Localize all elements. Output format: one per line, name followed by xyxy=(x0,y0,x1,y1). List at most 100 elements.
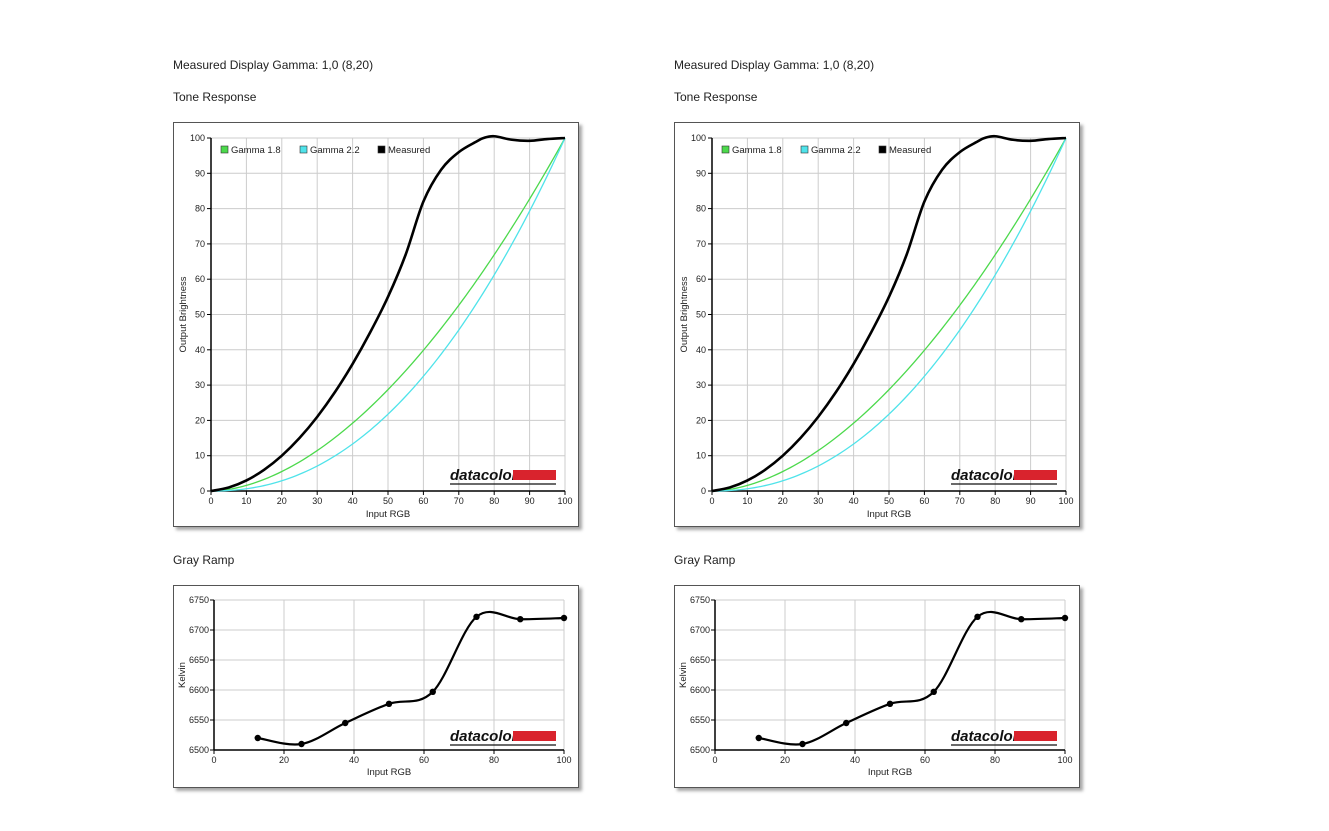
y-tick-label: 10 xyxy=(696,451,706,461)
logo-text: datacolor xyxy=(450,728,519,745)
y-tick-label: 50 xyxy=(195,310,205,320)
y-tick-label: 30 xyxy=(195,380,205,390)
x-tick-label: 100 xyxy=(556,755,571,765)
legend-swatch xyxy=(878,145,887,154)
gray-ramp-title: Gray Ramp xyxy=(674,553,736,567)
x-tick-label: 70 xyxy=(955,496,965,506)
y-tick-label: 6550 xyxy=(690,715,710,725)
y-tick-label: 100 xyxy=(190,133,205,143)
legend-label: Gamma 1.8 xyxy=(231,145,281,156)
legend-label: Measured xyxy=(388,145,430,156)
x-tick-label: 0 xyxy=(709,496,714,506)
data-point xyxy=(254,734,261,742)
y-axis-label: Kelvin xyxy=(678,662,689,688)
y-axis-label: Output Brightness xyxy=(679,276,690,352)
legend-label: Measured xyxy=(889,145,931,156)
y-tick-label: 6750 xyxy=(189,595,209,605)
data-point xyxy=(1018,616,1025,623)
x-tick-label: 100 xyxy=(1057,755,1072,765)
data-point xyxy=(930,688,937,695)
y-tick-label: 70 xyxy=(696,239,706,249)
datacolor-logo: datacolor xyxy=(450,728,556,746)
x-tick-label: 40 xyxy=(349,755,359,765)
x-axis-label: Input RGB xyxy=(867,509,911,520)
x-tick-label: 80 xyxy=(990,496,1000,506)
x-tick-label: 80 xyxy=(489,496,499,506)
x-tick-label: 20 xyxy=(778,496,788,506)
tone-response-title: Tone Response xyxy=(674,90,758,104)
y-tick-label: 40 xyxy=(696,345,706,355)
gray-ramp-chart: 0 20 40 60 80 100 6500 6550 6600 6650 6700 6750 Inpu… xyxy=(173,585,579,788)
y-tick-label: 10 xyxy=(195,451,205,461)
x-axis-label: Input RGB xyxy=(868,767,912,778)
x-tick-label: 90 xyxy=(1026,496,1036,506)
y-tick-label: 6600 xyxy=(690,685,710,695)
x-tick-label: 60 xyxy=(419,755,429,765)
tone-response-svg: 0 10 20 30 40 50 60 70 80 90 100 0 10 20 30 40 50 60 70 80 9… xyxy=(178,133,573,520)
x-tick-label: 20 xyxy=(780,755,790,765)
y-tick-label: 6750 xyxy=(690,595,710,605)
logo-red-bar xyxy=(513,470,556,480)
x-tick-label: 60 xyxy=(920,755,930,765)
gray-ramp-chart: 0 20 40 60 80 100 6500 6550 6600 6650 6700 6750 Inpu… xyxy=(674,585,1080,788)
y-tick-label: 20 xyxy=(696,415,706,425)
y-tick-label: 6600 xyxy=(189,685,209,695)
logo-red-bar xyxy=(513,731,556,741)
legend-label: Gamma 1.8 xyxy=(732,145,782,156)
x-tick-label: 30 xyxy=(312,496,322,506)
data-point xyxy=(799,740,806,748)
data-point xyxy=(560,614,568,622)
legend-swatch xyxy=(299,145,308,154)
x-tick-label: 100 xyxy=(1058,496,1073,506)
tone-response-chart: 0 10 20 30 40 50 60 70 80 90 100 0 10 20 30 40 50 60 70 80 9… xyxy=(173,122,579,527)
gray-ramp-svg: 0 20 40 60 80 100 6500 6550 6600 6650 6700 6750 Inpu… xyxy=(678,595,1073,778)
y-tick-label: 6650 xyxy=(690,655,710,665)
y-tick-label: 6500 xyxy=(189,745,209,755)
data-point xyxy=(342,719,349,727)
data-point xyxy=(755,734,762,742)
legend-swatch xyxy=(800,145,809,154)
y-tick-label: 0 xyxy=(200,486,205,496)
y-tick-label: 80 xyxy=(195,204,205,214)
x-tick-label: 0 xyxy=(208,496,213,506)
y-tick-label: 6550 xyxy=(189,715,209,725)
data-point xyxy=(385,700,393,707)
x-tick-label: 20 xyxy=(277,496,287,506)
tone-response-chart: 0 10 20 30 40 50 60 70 80 90 100 0 10 20 30 40 50 60 70 80 9… xyxy=(674,122,1080,527)
tone-response-svg: 0 10 20 30 40 50 60 70 80 90 100 0 10 20 30 40 50 60 70 80 9… xyxy=(679,133,1074,520)
x-tick-label: 50 xyxy=(383,496,393,506)
y-tick-label: 6700 xyxy=(189,625,209,635)
data-point xyxy=(429,688,436,695)
x-tick-label: 0 xyxy=(211,755,216,765)
x-tick-label: 30 xyxy=(813,496,823,506)
data-point xyxy=(886,700,894,707)
measured-line xyxy=(711,134,1067,493)
legend-swatch xyxy=(377,145,386,154)
legend-swatch xyxy=(721,145,730,154)
datacolor-logo: datacolor xyxy=(450,467,556,485)
datacolor-logo: datacolor xyxy=(951,728,1057,746)
legend-label: Gamma 2.2 xyxy=(811,145,861,156)
x-tick-label: 0 xyxy=(712,755,717,765)
x-tick-label: 50 xyxy=(884,496,894,506)
gamma-1-8-line xyxy=(711,137,1067,492)
tone-response-title: Tone Response xyxy=(173,90,257,104)
x-tick-label: 70 xyxy=(454,496,464,506)
data-point xyxy=(298,740,305,748)
gamma-1-8-line xyxy=(210,137,566,492)
y-tick-label: 90 xyxy=(195,168,205,178)
y-tick-label: 20 xyxy=(195,415,205,425)
y-tick-label: 6650 xyxy=(189,655,209,665)
data-point xyxy=(517,616,524,623)
y-tick-label: 6700 xyxy=(690,625,710,635)
kelvin-line xyxy=(257,610,565,746)
y-tick-label: 60 xyxy=(195,274,205,284)
data-point xyxy=(843,719,850,727)
logo-text: datacolor xyxy=(951,728,1020,745)
x-tick-label: 80 xyxy=(489,755,499,765)
measured-line xyxy=(210,134,566,493)
y-tick-label: 0 xyxy=(701,486,706,496)
data-point xyxy=(1061,614,1069,622)
legend-label: Gamma 2.2 xyxy=(310,145,360,156)
measured-gamma-text: Measured Display Gamma: 1,0 (8,20) xyxy=(173,58,374,72)
